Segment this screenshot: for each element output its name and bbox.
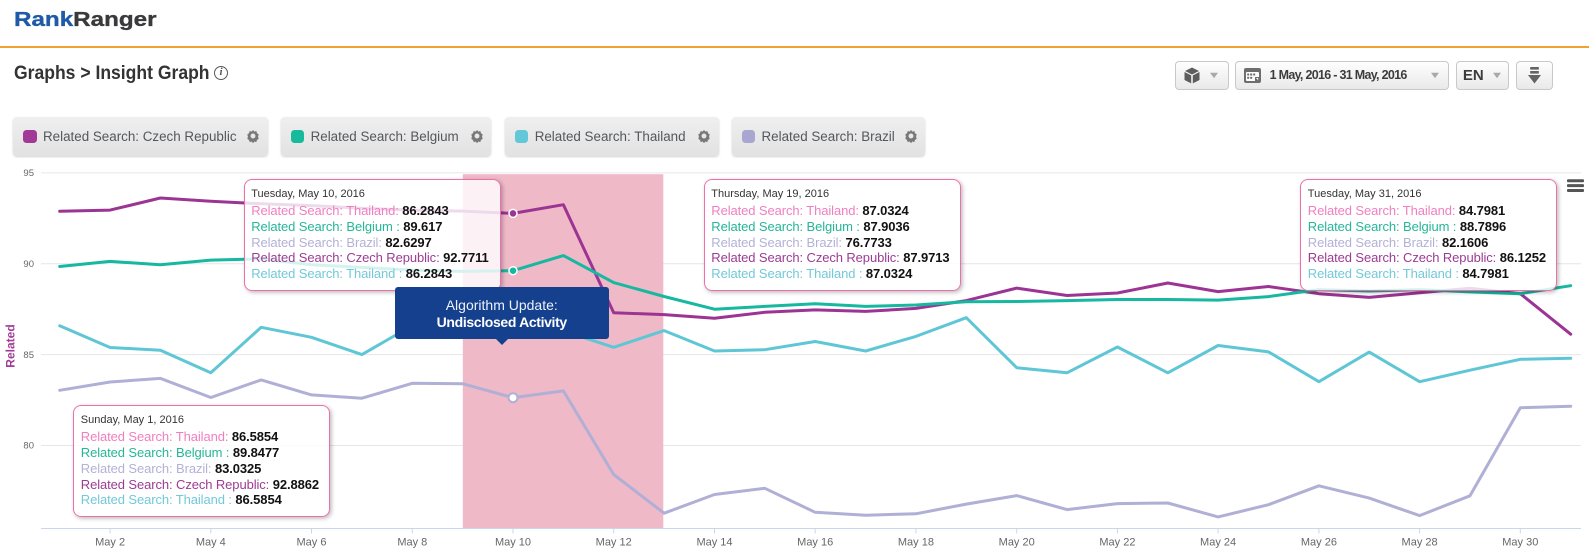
svg-text:May 22: May 22 bbox=[1099, 537, 1135, 549]
svg-text:May 24: May 24 bbox=[1200, 537, 1236, 549]
svg-text:80: 80 bbox=[23, 441, 34, 452]
svg-text:May 2: May 2 bbox=[95, 537, 125, 549]
svg-text:May 12: May 12 bbox=[596, 537, 632, 549]
svg-text:May 6: May 6 bbox=[297, 537, 327, 549]
svg-text:May 28: May 28 bbox=[1402, 537, 1438, 549]
svg-text:May 18: May 18 bbox=[898, 537, 934, 549]
svg-text:May 26: May 26 bbox=[1301, 537, 1337, 549]
svg-text:May 14: May 14 bbox=[696, 537, 732, 549]
svg-text:May 30: May 30 bbox=[1502, 537, 1538, 549]
svg-text:May 16: May 16 bbox=[797, 537, 833, 549]
svg-text:May 4: May 4 bbox=[196, 537, 226, 549]
svg-text:May 10: May 10 bbox=[495, 537, 531, 549]
svg-text:May 8: May 8 bbox=[397, 537, 427, 549]
svg-text:95: 95 bbox=[23, 168, 34, 179]
svg-text:May 20: May 20 bbox=[999, 537, 1035, 549]
svg-text:90: 90 bbox=[23, 259, 34, 270]
svg-text:85: 85 bbox=[23, 350, 34, 361]
